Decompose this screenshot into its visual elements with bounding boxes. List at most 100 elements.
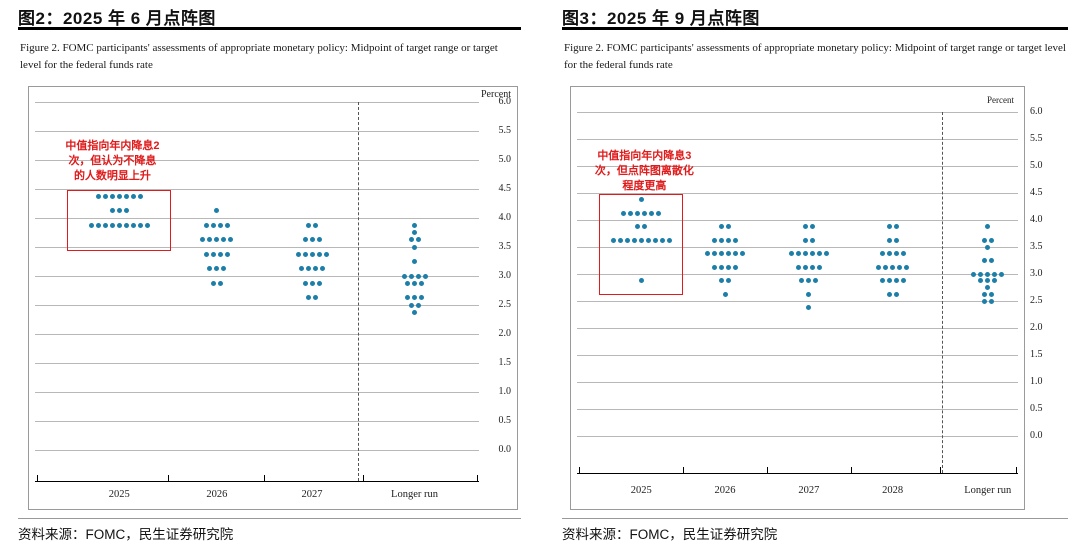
category-label: 2028 xyxy=(882,485,904,496)
dot xyxy=(635,224,641,230)
gridline xyxy=(35,131,479,132)
dot xyxy=(207,237,213,243)
ytick-label: 4.0 xyxy=(498,212,512,223)
annotation-line: 程度更高 xyxy=(622,179,667,192)
dot xyxy=(123,208,129,214)
gridline xyxy=(35,218,479,219)
x-axis-tick xyxy=(940,467,942,473)
gridline xyxy=(35,392,479,393)
source-text: 资料来源：FOMC，民生证券研究院 xyxy=(562,527,778,542)
dot xyxy=(320,266,326,272)
dot xyxy=(316,237,322,243)
dot xyxy=(116,193,122,199)
dot xyxy=(415,273,421,279)
category-label: Longer run xyxy=(391,489,438,500)
dot xyxy=(309,280,315,286)
dot xyxy=(981,258,987,263)
ytick-label: 3.5 xyxy=(1030,241,1043,252)
gridline xyxy=(577,220,1018,221)
gridline xyxy=(577,355,1018,356)
dot xyxy=(809,237,815,243)
dot xyxy=(309,251,315,257)
dot xyxy=(733,251,739,257)
dot xyxy=(635,210,641,216)
gridline xyxy=(577,112,1018,113)
gridline xyxy=(35,334,479,335)
dot xyxy=(123,193,129,199)
x-axis-tick xyxy=(477,475,478,481)
dot xyxy=(893,291,899,297)
dot xyxy=(408,302,414,308)
dot xyxy=(816,264,822,270)
dot xyxy=(795,264,801,270)
dot xyxy=(313,222,319,228)
gridline xyxy=(35,102,479,103)
category-label: 2027 xyxy=(798,485,820,496)
dot xyxy=(978,271,984,277)
dot xyxy=(323,251,329,257)
figure-caption: Figure 2. FOMC participants' assessments… xyxy=(20,42,498,71)
dot xyxy=(221,266,227,272)
dot xyxy=(712,251,718,257)
dot xyxy=(886,224,892,230)
gridline xyxy=(35,276,479,277)
dot xyxy=(299,266,305,272)
ytick-label: 3.5 xyxy=(498,241,512,252)
ytick-label: 4.5 xyxy=(498,183,512,194)
dot xyxy=(412,259,418,264)
dot xyxy=(809,264,815,270)
gridline xyxy=(577,328,1018,329)
dot xyxy=(886,291,892,297)
annotation-line: 次，但认为不降息 xyxy=(68,155,157,168)
ytick-label: 2.5 xyxy=(498,299,512,310)
dot xyxy=(295,251,301,257)
dot xyxy=(200,237,206,243)
panel-september-dotplot: 图3：2025 年 9 月点阵图 Figure 2. FOMC particip… xyxy=(562,0,1070,546)
dot xyxy=(645,237,651,243)
dot xyxy=(883,264,889,270)
annotation-text: 中值指向年内降息3 次，但点阵图离散化 程度更高 xyxy=(580,149,708,194)
dot xyxy=(214,266,220,272)
dot xyxy=(999,271,1005,277)
dot xyxy=(109,222,115,228)
dot xyxy=(813,278,819,284)
dot xyxy=(617,237,623,243)
dot xyxy=(992,271,998,277)
dot xyxy=(203,222,209,228)
dot xyxy=(733,237,739,243)
gridline xyxy=(35,421,479,422)
dot xyxy=(788,251,794,257)
dot xyxy=(985,278,991,284)
dot xyxy=(722,291,728,297)
highlight-box xyxy=(599,194,684,295)
title-underline xyxy=(18,27,521,30)
dot xyxy=(102,193,108,199)
dot xyxy=(207,266,213,272)
dot xyxy=(893,237,899,243)
dot xyxy=(412,230,418,235)
page-title: 图2：2025 年 6 月点阵图 xyxy=(18,9,216,28)
x-axis-tick xyxy=(850,467,852,473)
annotation-line: 中值指向年内降息3 xyxy=(597,149,692,162)
dot xyxy=(642,224,648,230)
dot xyxy=(116,208,122,214)
ytick-label: 0.5 xyxy=(1030,403,1043,414)
annotation-text: 中值指向年内降息2 次，但认为不降息 的人数明显上升 xyxy=(48,139,176,184)
dot xyxy=(88,222,94,228)
ytick-label: 5.5 xyxy=(1030,133,1043,144)
dot xyxy=(795,251,801,257)
category-label: 2026 xyxy=(714,485,736,496)
gridline xyxy=(35,363,479,364)
dot xyxy=(316,280,322,286)
dot xyxy=(405,295,411,301)
dot xyxy=(415,302,421,308)
dot xyxy=(876,264,882,270)
dot xyxy=(621,210,627,216)
ytick-label: 4.5 xyxy=(1030,187,1043,198)
dot xyxy=(719,237,725,243)
dot xyxy=(719,251,725,257)
dot xyxy=(802,224,808,230)
dot xyxy=(893,251,899,257)
dot-plot-june: 6.0 5.5 5.0 4.5 4.0 3.5 3.0 2.5 2.0 1.5 1.0 0.5 0.0 P… xyxy=(28,86,518,510)
dot xyxy=(214,237,220,243)
